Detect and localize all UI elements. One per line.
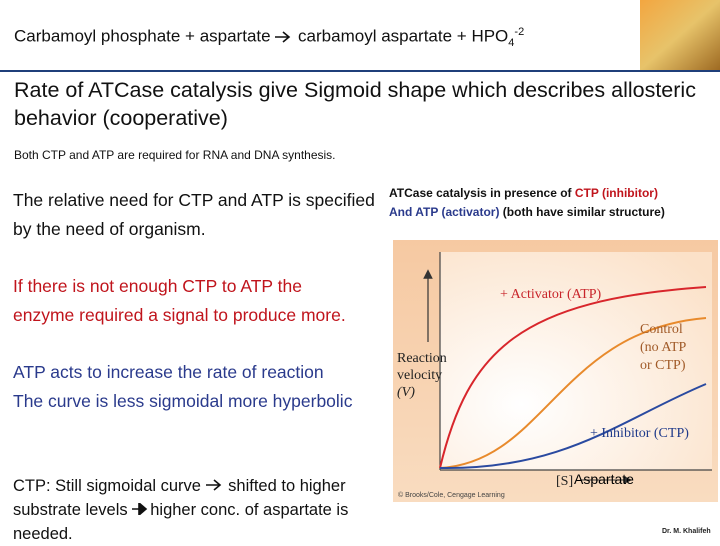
y-axis-label: (V) [397,385,415,400]
caption-inhibitor: CTP (inhibitor) [574,186,658,200]
headline: Rate of ATCase catalysis give Sigmoid sh… [14,78,696,130]
header-title: Carbamoyl phosphate + aspartate carbamoy… [14,26,524,49]
x-axis-overlay: Aspartate [574,471,634,487]
note: Both CTP and ATP are required for RNA an… [14,148,336,162]
footer: Dr. M. Khalifeh [662,528,711,535]
ctp-part: CTP: Still sigmoidal curve [13,477,201,495]
arrow-icon [275,31,291,43]
header-text: Carbamoyl phosphate + aspartate [14,26,271,46]
activator-label: + Activator (ATP) [500,287,602,302]
subscript: 4 [508,37,515,50]
plot-area [440,252,712,470]
caption-text: (both have similar structure) [499,205,665,219]
inhibitor-label: + Inhibitor (CTP) [590,426,689,441]
y-axis-label: Reaction [397,351,447,366]
arrow-icon [132,501,148,517]
control-label: Control [640,322,683,337]
control-curve [439,317,707,469]
header-image [640,0,720,70]
control-label: (no ATP [640,340,687,355]
header-text: carbamoyl aspartate + HPO [298,26,509,46]
atp-text: ATP acts to increase the rate of reactio… [13,358,383,416]
caption-text: ATCase catalysis in presence of [389,186,575,200]
control-label: or CTP) [640,358,686,373]
inhibitor-curve [439,383,707,470]
signal-text: If there is not enough CTP to ATP the en… [13,276,346,325]
ctp-text: CTP: Still sigmoidal curve shifted to hi… [13,474,388,546]
ctp-part: shifted to higher substrate levels [13,477,346,519]
arrow-icon [205,479,221,491]
activator-curve [439,286,707,469]
x-axis-label: [S] [556,474,573,489]
figure-caption: ATCase catalysis in presence of CTP (inh… [389,184,719,222]
atp-line: ATP acts to increase the rate of reactio… [13,362,324,382]
header-band [0,0,720,70]
credit: © Brooks/Cole, Cengage Learning [398,491,505,499]
atp-line: The curve is less sigmoidal more hyperbo… [13,391,353,411]
ctp-part: higher conc. of aspartate is needed. [13,501,349,543]
y-axis-label: velocity [397,368,442,383]
caption-activator: And ATP (activator) [389,205,500,219]
need-text: The relative need for CTP and ATP is spe… [13,190,375,239]
superscript: -2 [514,26,525,38]
